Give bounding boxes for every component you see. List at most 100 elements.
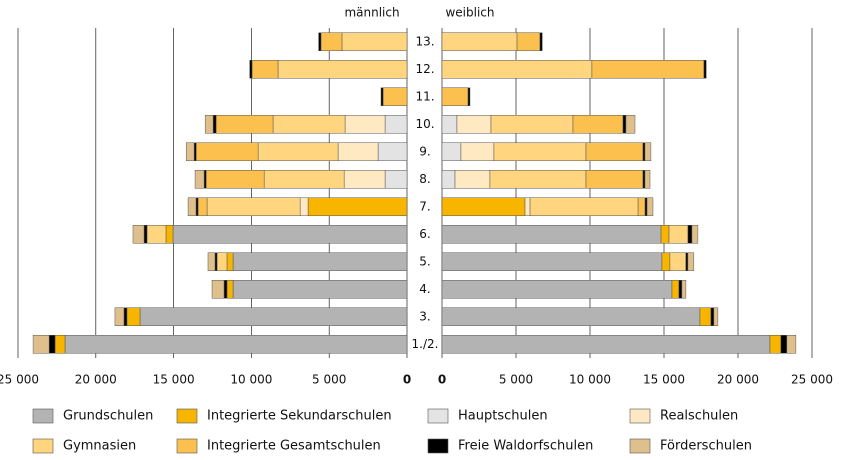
category-label: 1./2.: [412, 337, 439, 351]
bar-segment: [661, 252, 671, 271]
legend-swatch: [427, 408, 449, 424]
legend-label: Freie Waldorfschulen: [458, 439, 593, 454]
x-tick-label: 10 000: [569, 373, 611, 387]
category-label: 8.: [419, 172, 430, 186]
bar-segment: [671, 280, 680, 299]
bar-segment: [232, 252, 408, 271]
bar-segment: [460, 142, 495, 161]
bar-segment: [185, 142, 195, 161]
legend-label: Gymnasien: [63, 439, 136, 454]
bar-segment: [668, 225, 689, 244]
category-label: 13.: [415, 34, 434, 48]
bar-segment: [214, 252, 218, 271]
bar-segment: [195, 142, 259, 161]
bar-segment: [642, 170, 646, 189]
x-tick-label: 25 000: [791, 373, 833, 387]
bar-segment: [516, 32, 541, 51]
bar-segment: [441, 335, 771, 354]
bar-segment: [699, 307, 712, 326]
bar-segment: [441, 87, 469, 106]
bar-segment: [687, 252, 695, 271]
legend-label: Integrierte Sekundarschulen: [207, 409, 392, 424]
legend-label: Hauptschulen: [458, 409, 548, 424]
bar-segment: [146, 225, 167, 244]
bar-segment: [114, 307, 125, 326]
category-label: 7.: [419, 199, 430, 213]
bar-segment: [380, 87, 384, 106]
x-tick-label: 5 000: [312, 373, 346, 387]
x-tick-label: 15 000: [153, 373, 195, 387]
bar-segment: [194, 170, 205, 189]
bar-segment: [585, 170, 644, 189]
bar-segment: [318, 32, 322, 51]
bar-segment: [226, 280, 234, 299]
category-label: 4.: [419, 282, 430, 296]
bar-segment: [337, 142, 379, 161]
x-tick-label: 15 000: [643, 373, 685, 387]
bar-segment: [681, 280, 687, 299]
legend-swatch: [176, 438, 198, 454]
bar-segment: [215, 115, 274, 134]
bar-segment: [206, 197, 301, 216]
bar-segment: [143, 225, 148, 244]
bar-segment: [441, 170, 456, 189]
bar-segment: [660, 225, 670, 244]
bar-segment: [490, 115, 574, 134]
bar-segment: [197, 197, 208, 216]
grid: [17, 28, 813, 358]
category-label: 6.: [419, 227, 430, 241]
bar-segment: [441, 60, 593, 79]
legend-swatch: [629, 408, 651, 424]
bar-segment: [703, 60, 707, 79]
bar-segment: [341, 32, 408, 51]
bar-segment: [299, 197, 309, 216]
bar-segment: [123, 307, 128, 326]
x-tick-label: 20 000: [75, 373, 117, 387]
bar-segment: [780, 335, 788, 354]
bar-segment: [203, 170, 207, 189]
bar-segment: [585, 142, 644, 161]
bar-segment: [54, 335, 66, 354]
bar-segment: [441, 142, 462, 161]
bar-segment: [48, 335, 56, 354]
bar-segment: [32, 335, 50, 354]
bar-segment: [539, 32, 543, 51]
bar-segment: [195, 197, 199, 216]
legend-swatch: [176, 408, 198, 424]
category-label: 10.: [415, 117, 434, 131]
bar-segment: [642, 142, 646, 161]
legend-swatch: [427, 438, 449, 454]
bar-segment: [277, 60, 408, 79]
bar-segment: [644, 170, 651, 189]
legend-swatch: [32, 438, 54, 454]
left-label: männlich: [344, 6, 399, 20]
bar-segment: [384, 170, 408, 189]
x-tick-label: 0: [438, 373, 446, 387]
x-tick-label: 0: [403, 373, 411, 387]
bar-segment: [493, 142, 587, 161]
bar-segment: [685, 252, 689, 271]
bar-segment: [216, 252, 228, 271]
legend-swatch: [629, 438, 651, 454]
x-tick-label: 25 000: [0, 373, 39, 387]
bar-segment: [710, 307, 715, 326]
bar-segment: [382, 87, 408, 106]
category-label: 12.: [415, 62, 434, 76]
bar-segment: [441, 252, 663, 271]
bar-segment: [644, 142, 652, 161]
bar-segment: [344, 115, 386, 134]
bar-segment: [713, 307, 719, 326]
legend-label: Grundschulen: [63, 409, 153, 424]
bar-segment: [441, 32, 518, 51]
bar-segment: [591, 60, 705, 79]
bar-segment: [132, 225, 145, 244]
bar-segment: [212, 115, 217, 134]
bar-segment: [441, 225, 662, 244]
bar-segment: [441, 280, 673, 299]
legend-label: Förderschulen: [660, 439, 752, 454]
bar-segment: [441, 197, 526, 216]
x-tick-label: 20 000: [717, 373, 759, 387]
bar-segment: [622, 115, 627, 134]
bar-segment: [467, 87, 471, 106]
bar-segment: [64, 335, 408, 354]
